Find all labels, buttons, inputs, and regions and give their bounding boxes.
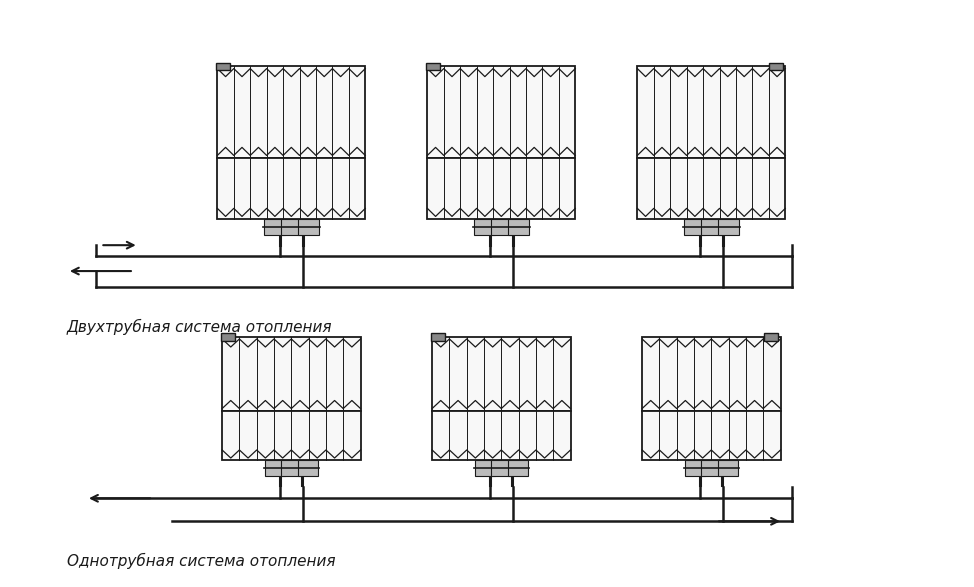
Bar bbox=[298, 460, 318, 475]
Bar bbox=[491, 219, 511, 235]
Bar bbox=[475, 460, 495, 475]
Bar bbox=[507, 460, 528, 475]
Bar bbox=[769, 63, 783, 70]
Bar bbox=[222, 337, 360, 411]
Bar bbox=[298, 219, 319, 235]
Bar bbox=[264, 219, 284, 235]
Bar bbox=[637, 66, 785, 158]
Bar bbox=[221, 333, 235, 340]
Text: Однотрубная система отопления: Однотрубная система отопления bbox=[67, 553, 335, 569]
Bar bbox=[216, 63, 230, 70]
Bar bbox=[222, 411, 360, 460]
Bar bbox=[217, 66, 365, 158]
Bar bbox=[427, 63, 440, 70]
Bar bbox=[508, 219, 529, 235]
Bar bbox=[718, 460, 737, 475]
Bar bbox=[281, 219, 302, 235]
Bar bbox=[428, 158, 576, 219]
Bar bbox=[765, 333, 778, 340]
Text: Двухтрубная система отопления: Двухтрубная система отопления bbox=[67, 319, 332, 335]
Bar bbox=[685, 460, 705, 475]
Bar bbox=[637, 158, 785, 219]
Bar bbox=[431, 333, 445, 340]
Bar bbox=[265, 460, 285, 475]
Bar bbox=[217, 158, 365, 219]
Bar bbox=[701, 460, 722, 475]
Bar bbox=[428, 66, 576, 158]
Bar bbox=[718, 219, 739, 235]
Bar bbox=[701, 219, 722, 235]
Bar bbox=[432, 337, 571, 411]
Bar bbox=[473, 219, 495, 235]
Bar bbox=[642, 411, 780, 460]
Bar bbox=[281, 460, 301, 475]
Bar bbox=[432, 411, 571, 460]
Bar bbox=[684, 219, 704, 235]
Bar bbox=[491, 460, 511, 475]
Bar bbox=[642, 337, 780, 411]
